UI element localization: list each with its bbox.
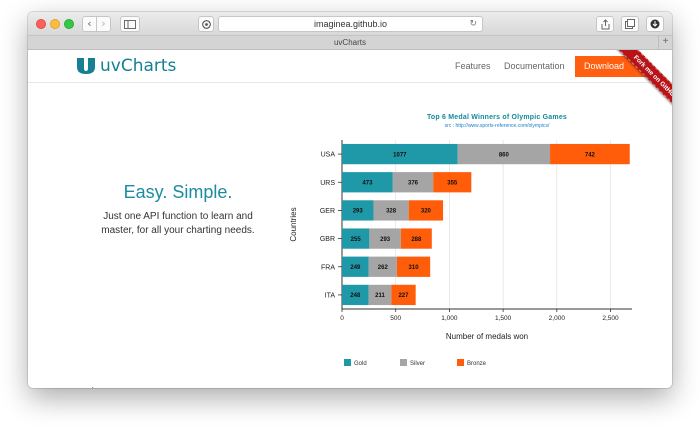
tabs-icon [625, 19, 635, 29]
data-label: 227 [398, 293, 409, 299]
carousel-prev-button[interactable]: ‹ [70, 385, 74, 388]
x-tick-label: 2,000 [549, 315, 566, 322]
chart-subtitle: src : http://www.sports-reference.com/ol… [445, 123, 550, 129]
y-tick-label: URS [320, 180, 335, 187]
hero-subtitle-line-1: Just one API function to learn and [103, 211, 253, 222]
data-label: 742 [585, 152, 596, 158]
minimize-window-button[interactable] [50, 19, 60, 29]
x-tick-label: 500 [390, 315, 401, 322]
tab-bar: uvCharts + [28, 36, 672, 50]
chart-title: Top 6 Medal Winners of Olympic Games [427, 114, 567, 121]
bar-silver [369, 228, 401, 249]
data-label: 255 [351, 237, 362, 243]
back-icon: ‹ [87, 17, 92, 30]
data-label: 860 [499, 152, 510, 158]
browser-window: ‹ › imaginea.github.io ↻ uvCharts + [28, 12, 672, 388]
uvcharts-logo-icon[interactable] [76, 57, 96, 75]
close-window-button[interactable] [36, 19, 46, 29]
bar-bronze [550, 143, 630, 165]
x-axis-label: Number of medals won [446, 332, 528, 341]
bar-bronze [408, 200, 444, 221]
x-tick-label: 1,000 [441, 315, 458, 322]
y-tick-label: USA [321, 152, 336, 159]
bar-gold [342, 172, 393, 193]
download-icon [650, 19, 660, 29]
bar-gold [342, 284, 369, 306]
bar-silver [457, 143, 551, 165]
privacy-icon [201, 20, 211, 29]
nav-documentation-link[interactable]: Documentation [504, 61, 565, 71]
y-tick-label: GBR [320, 236, 335, 243]
tabs-button[interactable] [621, 16, 639, 32]
hero-subtitle: Just one API function to learn and maste… [68, 210, 288, 238]
data-label: 376 [408, 180, 419, 186]
y-tick-label: GER [320, 208, 335, 215]
reload-icon[interactable]: ↻ [469, 19, 477, 29]
bar-silver [368, 284, 392, 306]
data-label: 293 [353, 209, 364, 215]
data-label: 288 [411, 237, 422, 243]
legend-swatch-silver [400, 359, 407, 366]
bar-bronze [391, 284, 416, 306]
bar-silver [373, 200, 409, 221]
data-label: 310 [409, 265, 420, 271]
address-bar[interactable]: imaginea.github.io ↻ [218, 16, 483, 32]
x-tick-label: 0 [340, 315, 344, 322]
privacy-button[interactable] [198, 16, 214, 32]
data-label: 355 [447, 180, 458, 186]
x-tick-label: 2,500 [602, 315, 619, 322]
bar-gold [342, 200, 374, 221]
data-label: 248 [350, 293, 361, 299]
data-label: 328 [386, 209, 397, 215]
bar-bronze [396, 256, 431, 277]
carousel-next-button[interactable]: › [80, 385, 84, 388]
medal-chart: Top 6 Medal Winners of Olympic Games src … [289, 114, 632, 367]
bar-silver [368, 256, 397, 277]
forward-button[interactable]: › [96, 16, 111, 32]
data-label: 1077 [393, 152, 407, 158]
hero-title: Easy. Simple. [123, 182, 233, 202]
bar-bronze [433, 172, 472, 193]
y-tick-label: FRA [321, 264, 335, 271]
bar-gold [342, 256, 369, 277]
tab-title[interactable]: uvCharts [333, 38, 366, 47]
share-button[interactable] [596, 16, 614, 32]
data-label: 293 [380, 237, 391, 243]
nav-features-link[interactable]: Features [455, 61, 491, 71]
browser-toolbar: ‹ › imaginea.github.io ↻ [28, 12, 672, 36]
y-axis-label: Countries [289, 207, 298, 241]
zoom-window-button[interactable] [64, 19, 74, 29]
legend-label-gold: Gold [354, 361, 367, 367]
bar-bronze [400, 228, 432, 249]
site-nav: uvCharts Features Documentation Download… [28, 50, 672, 123]
url-text: imaginea.github.io [313, 19, 388, 29]
back-button[interactable]: ‹ [82, 16, 97, 32]
downloads-button[interactable] [646, 16, 664, 32]
hero-subtitle-line-2: master, for all your charting needs. [101, 225, 255, 236]
data-label: 211 [375, 293, 385, 299]
data-label: 262 [378, 265, 389, 271]
y-tick-label: ITA [325, 292, 336, 299]
legend-swatch-gold [344, 359, 351, 366]
sidebar-icon [124, 20, 136, 29]
forward-icon: › [101, 17, 106, 30]
legend-label-bronze: Bronze [467, 361, 487, 367]
data-label: 249 [350, 265, 361, 271]
share-icon [601, 19, 609, 30]
web-page: uvCharts Features Documentation Download… [28, 50, 672, 388]
new-tab-icon[interactable]: + [658, 36, 672, 49]
x-tick-label: 1,500 [495, 315, 512, 322]
data-label: 320 [421, 209, 432, 215]
legend-label-silver: Silver [410, 361, 425, 367]
carousel-play-button[interactable]: ▶ [92, 386, 99, 388]
legend-swatch-bronze [457, 359, 464, 366]
site-logo-text[interactable]: uvCharts [100, 56, 177, 76]
bar-gold [342, 228, 370, 249]
bar-gold [342, 143, 458, 165]
download-button[interactable]: Download [575, 56, 645, 77]
sidebar-button[interactable] [120, 16, 140, 32]
data-label: 473 [362, 180, 373, 186]
bar-silver [392, 172, 434, 193]
